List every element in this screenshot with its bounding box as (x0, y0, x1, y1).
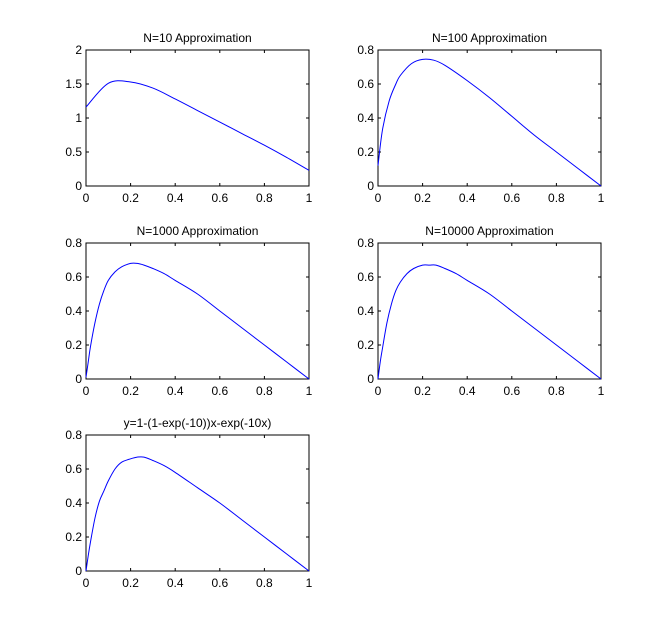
x-tick-label: 0.8 (256, 384, 273, 398)
subplot-title: N=10 Approximation (143, 31, 251, 45)
axes-frame (85, 242, 310, 380)
axes-frame (377, 242, 602, 380)
x-tick-label: 0.2 (414, 384, 431, 398)
y-tick-label: 0 (367, 179, 374, 193)
y-tick-label: 0.2 (65, 338, 82, 352)
x-tick-label: 0 (83, 191, 90, 205)
y-tick-label: 0.8 (357, 236, 374, 250)
x-tick-label: 0 (83, 576, 90, 590)
y-tick-label: 0.6 (65, 462, 82, 476)
axes-frame (85, 49, 310, 187)
x-tick-label: 0.4 (459, 384, 476, 398)
x-tick-label: 0.4 (459, 191, 476, 205)
x-tick-label: 1 (598, 384, 605, 398)
y-tick-label: 1.5 (65, 77, 82, 91)
x-tick-label: 0.2 (122, 191, 139, 205)
subplot-title: y=1-(1-exp(-10))x-exp(-10x) (124, 416, 272, 430)
subplot-4: 0 0.2 0.4 0.6 0.8 1 0 0.2 0.4 0.6 0.8 N=10000 Appro… (357, 224, 604, 398)
x-tick-label: 0 (375, 384, 382, 398)
x-tick-label: 1 (306, 384, 313, 398)
x-tick-label: 0.8 (548, 384, 565, 398)
axes-frame (85, 434, 310, 572)
series-line (377, 264, 602, 380)
y-tick-label: 0.4 (357, 304, 374, 318)
x-tick-label: 0.6 (211, 384, 228, 398)
y-tick-label: 0 (75, 179, 82, 193)
x-tick-label: 0.8 (548, 191, 565, 205)
series-line (377, 58, 602, 187)
y-tick-label: 0.2 (357, 338, 374, 352)
subplot-2: 0 0.2 0.4 0.6 0.8 1 0 0.2 0.4 0.6 0.8 N=100 Approxi… (357, 31, 604, 205)
x-tick-label: 0.2 (414, 191, 431, 205)
subplot-title: N=100 Approximation (432, 31, 547, 45)
series-line (85, 456, 310, 572)
subplot-5: 0 0.2 0.4 0.6 0.8 1 0 0.2 0.4 0.6 0.8 y=1-(1-exp(-1… (65, 416, 312, 590)
y-tick-label: 0.6 (65, 270, 82, 284)
x-tick-label: 0.4 (167, 384, 184, 398)
x-tick-label: 0.2 (122, 384, 139, 398)
y-tick-label: 0 (367, 372, 374, 386)
subplot-1: 0 0.2 0.4 0.6 0.8 1 0 0.5 1 1.5 2 N=10 Approximatio… (65, 31, 312, 205)
y-tick-label: 0.6 (357, 77, 374, 91)
y-tick-label: 0.2 (357, 145, 374, 159)
y-tick-label: 0 (75, 372, 82, 386)
x-tick-label: 0.8 (256, 576, 273, 590)
x-tick-label: 0.4 (167, 191, 184, 205)
y-tick-label: 1 (75, 111, 82, 125)
y-tick-label: 0.6 (357, 270, 374, 284)
x-tick-label: 0.8 (256, 191, 273, 205)
y-tick-label: 0.8 (65, 428, 82, 442)
subplot-title: N=1000 Approximation (137, 224, 259, 238)
y-tick-label: 0.4 (65, 304, 82, 318)
y-tick-label: 0.4 (65, 496, 82, 510)
y-tick-label: 0.4 (357, 111, 374, 125)
series-line (85, 80, 310, 171)
x-tick-label: 0.6 (211, 191, 228, 205)
x-tick-label: 1 (306, 191, 313, 205)
y-tick-label: 0.8 (357, 43, 374, 57)
x-tick-label: 0.4 (167, 576, 184, 590)
y-tick-label: 0.8 (65, 236, 82, 250)
x-tick-label: 0.6 (503, 191, 520, 205)
x-tick-label: 0.2 (122, 576, 139, 590)
series-line (85, 262, 310, 380)
subplot-title: N=10000 Approximation (425, 224, 553, 238)
subplot-3: 0 0.2 0.4 0.6 0.8 1 0 0.2 0.4 0.6 0.8 N=1000 Approx… (65, 224, 312, 398)
y-tick-label: 0.5 (65, 145, 82, 159)
y-tick-label: 0 (75, 564, 82, 578)
x-tick-label: 0 (83, 384, 90, 398)
y-tick-label: 2 (75, 43, 82, 57)
x-tick-label: 0.6 (503, 384, 520, 398)
x-tick-label: 1 (598, 191, 605, 205)
axes-frame (377, 49, 602, 187)
x-tick-label: 0 (375, 191, 382, 205)
x-tick-label: 1 (306, 576, 313, 590)
x-tick-label: 0.6 (211, 576, 228, 590)
y-tick-label: 0.2 (65, 530, 82, 544)
